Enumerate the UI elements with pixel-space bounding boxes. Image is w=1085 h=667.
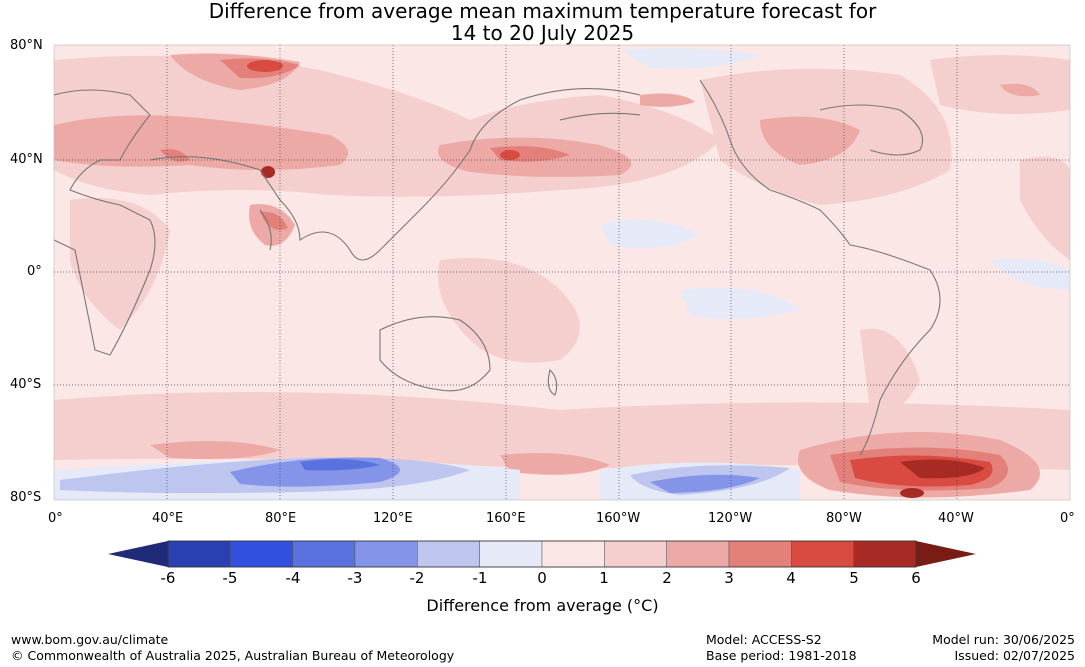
lon-label-0-right: 0° — [1060, 511, 1075, 526]
anomaly-1-2-areas — [54, 55, 1070, 470]
lat-label-0: 0° — [27, 264, 42, 279]
colorbar-segment — [354, 540, 418, 568]
lon-label-160w: 160°W — [596, 511, 641, 526]
footer-base-period: Base period: 1981-2018 — [706, 648, 857, 663]
lat-label-40s: 40°S — [10, 377, 42, 392]
colorbar-tick: -4 — [285, 569, 301, 587]
colorbar-tick: -6 — [160, 569, 176, 587]
colorbar-tick: -2 — [409, 569, 425, 587]
colorbar-tick: 6 — [911, 569, 921, 587]
colorbar-tick: 4 — [786, 569, 796, 587]
colorbar-tick: -1 — [472, 569, 488, 587]
lat-label-40n: 40°N — [10, 152, 43, 167]
chart-title-line2: 14 to 20 July 2025 — [450, 21, 635, 45]
colorbar-tick: 2 — [662, 569, 672, 587]
coastlines — [54, 79, 941, 456]
map-frame — [53, 44, 1071, 501]
anomaly-5-6-areas — [261, 166, 985, 498]
colorbar-tick: 0 — [537, 569, 547, 587]
footer-issued: Issued: 02/07/2025 — [954, 648, 1076, 663]
colorbar-segment — [604, 540, 667, 568]
lon-label-160e: 160°E — [486, 511, 526, 526]
lon-label-120e: 120°E — [373, 511, 413, 526]
lon-label-40e: 40°E — [152, 511, 184, 526]
colorbar-segment — [292, 540, 356, 568]
footer-copyright: © Commonwealth of Australia 2025, Austra… — [11, 648, 455, 663]
colorbar-segment — [479, 540, 543, 568]
colorbar-low-extend — [108, 541, 168, 567]
colorbar-tick: 5 — [849, 569, 859, 587]
footer-model: Model: ACCESS-S2 — [706, 632, 822, 647]
lon-label-0-left: 0° — [48, 511, 63, 526]
anomaly-minus4-minus3-areas — [300, 459, 380, 471]
colorbar-segment — [541, 540, 605, 568]
colorbar-segment — [666, 540, 730, 568]
colorbar-segment — [791, 540, 854, 568]
graticule — [54, 45, 1070, 500]
colorbar-frame — [167, 540, 917, 568]
colorbar-tick: 3 — [724, 569, 734, 587]
colorbar-segment — [853, 540, 917, 568]
footer-model-run: Model run: 30/06/2025 — [932, 632, 1075, 647]
colorbar-segment — [728, 540, 792, 568]
lon-label-80w: 80°W — [826, 511, 862, 526]
colorbar-high-extend — [916, 541, 976, 567]
colorbar-label: Difference from average (°C) — [426, 596, 659, 615]
chart-title-line1: Difference from average mean maximum tem… — [208, 0, 877, 23]
colorbar-segment — [167, 540, 231, 568]
colorbar-segment — [417, 540, 480, 568]
lat-label-80n: 80°N — [10, 38, 43, 53]
colorbar-tick: -5 — [222, 569, 238, 587]
colorbar-tick: -3 — [347, 569, 363, 587]
lon-label-80e: 80°E — [265, 511, 297, 526]
lon-label-40w: 40°W — [938, 511, 974, 526]
colorbar — [108, 540, 976, 568]
colorbar-tick: 1 — [599, 569, 609, 587]
lon-label-120w: 120°W — [708, 511, 753, 526]
lat-label-80s: 80°S — [10, 490, 42, 505]
footer-site-link[interactable]: www.bom.gov.au/climate — [11, 632, 169, 647]
colorbar-segment — [230, 540, 293, 568]
